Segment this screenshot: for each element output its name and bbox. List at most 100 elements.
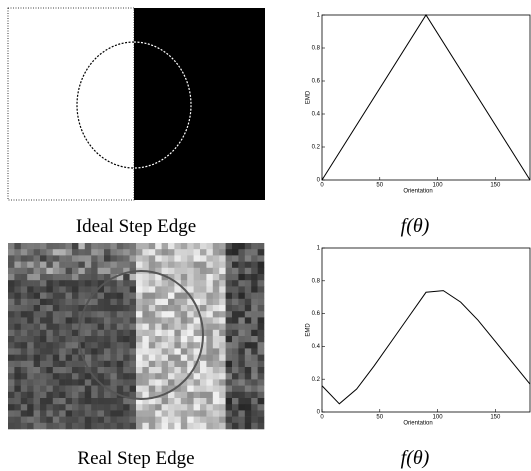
pixel-block: [149, 324, 156, 331]
pixel-block: [142, 336, 149, 343]
pixel-block: [174, 255, 181, 262]
pixel-block: [258, 280, 265, 287]
pixel-block: [110, 367, 117, 374]
pixel-block: [34, 336, 41, 343]
pixel-block: [85, 336, 92, 343]
pixel-block: [226, 417, 233, 424]
pixel-block: [187, 348, 194, 355]
pixel-block: [238, 286, 245, 293]
pixel-block: [53, 398, 60, 405]
pixel-block: [149, 417, 156, 424]
pixel-block: [78, 286, 85, 293]
pixel-block: [226, 255, 233, 262]
pixel-block: [14, 373, 21, 380]
pixel-block: [59, 268, 66, 275]
pixel-block: [98, 249, 105, 256]
pixel-block: [168, 262, 175, 269]
pixel-block: [162, 336, 169, 343]
pixel-block: [174, 342, 181, 349]
pixel-block: [123, 305, 130, 312]
pixel-block: [213, 274, 220, 281]
pixel-block: [232, 367, 239, 374]
pixel-block: [21, 330, 28, 337]
pixel-block: [200, 398, 207, 405]
pixel-block: [40, 417, 47, 424]
pixel-block: [27, 299, 34, 306]
pixel-block: [245, 386, 252, 393]
pixel-block: [53, 404, 60, 411]
pixel-block: [34, 243, 41, 250]
pixel-block: [46, 243, 53, 250]
pixel-block: [226, 348, 233, 355]
pixel-block: [258, 398, 265, 405]
pixel-block: [149, 243, 156, 250]
pixel-block: [245, 330, 252, 337]
pixel-block: [59, 355, 66, 362]
pixel-block: [232, 404, 239, 411]
pixel-block: [117, 324, 124, 331]
pixel-block: [130, 410, 137, 417]
pixel-block: [130, 361, 137, 368]
pixel-block: [117, 317, 124, 324]
pixel-block: [53, 262, 60, 269]
pixel-block: [206, 274, 213, 281]
pixel-block: [200, 255, 207, 262]
pixel-block: [59, 255, 66, 262]
pixel-block: [200, 423, 207, 430]
pixel-block: [91, 367, 98, 374]
pixel-block: [53, 286, 60, 293]
pixel-block: [21, 311, 28, 318]
pixel-block: [206, 342, 213, 349]
pixel-block: [46, 379, 53, 386]
x-tick-label: 150: [490, 415, 501, 421]
pixel-block: [66, 417, 73, 424]
pixel-block: [162, 342, 169, 349]
pixel-block: [110, 330, 117, 337]
pixel-block: [59, 286, 66, 293]
pixel-block: [66, 274, 73, 281]
pixel-block: [53, 336, 60, 343]
pixel-block: [34, 317, 41, 324]
pixel-block: [174, 311, 181, 318]
pixel-block: [91, 299, 98, 306]
pixel-block: [238, 404, 245, 411]
pixel-block: [232, 293, 239, 300]
ideal-image: [8, 8, 265, 200]
pixel-block: [123, 373, 130, 380]
pixel-block: [258, 293, 265, 300]
pixel-block: [187, 268, 194, 275]
pixel-block: [142, 274, 149, 281]
pixel-block: [123, 274, 130, 281]
pixel-block: [174, 330, 181, 337]
pixel-block: [85, 379, 92, 386]
y-tick-label: 1: [317, 13, 321, 19]
pixel-block: [98, 293, 105, 300]
pixel-block: [226, 280, 233, 287]
pixel-block: [104, 249, 111, 256]
pixel-block: [136, 367, 143, 374]
pixel-block: [123, 255, 130, 262]
pixel-block: [238, 348, 245, 355]
pixel-block: [206, 336, 213, 343]
pixel-block: [200, 410, 207, 417]
pixel-block: [91, 404, 98, 411]
pixel-block: [91, 398, 98, 405]
pixel-block: [21, 317, 28, 324]
pixel-block: [8, 379, 15, 386]
pixel-block: [27, 324, 34, 331]
pixel-block: [194, 379, 201, 386]
pixel-block: [91, 262, 98, 269]
pixel-block: [117, 311, 124, 318]
pixel-block: [27, 262, 34, 269]
pixel-block: [258, 336, 265, 343]
pixel-block: [59, 423, 66, 430]
pixel-block: [46, 255, 53, 262]
pixel-block: [40, 286, 47, 293]
pixel-block: [53, 280, 60, 287]
pixel-block: [27, 330, 34, 337]
pixel-block: [168, 373, 175, 380]
y-axis-label: EMD: [306, 323, 312, 337]
pixel-block: [219, 286, 226, 293]
pixel-block: [136, 342, 143, 349]
pixel-block: [181, 299, 188, 306]
